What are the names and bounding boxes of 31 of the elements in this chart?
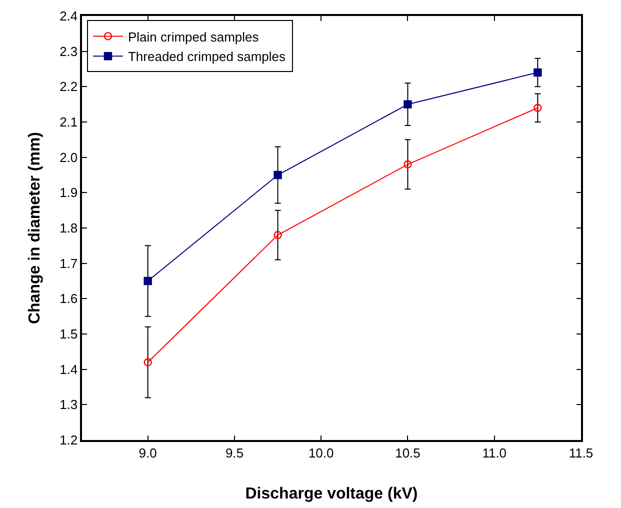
y-tick-label: 1.5 bbox=[60, 326, 78, 342]
point bbox=[404, 100, 412, 108]
y-tick-label: 1.8 bbox=[60, 220, 78, 236]
y-tick-label: 2.0 bbox=[60, 150, 78, 165]
legend-label: Threaded crimped samples bbox=[128, 49, 286, 64]
point bbox=[404, 160, 412, 168]
point bbox=[534, 104, 542, 112]
y-tick-label: 2.3 bbox=[60, 44, 78, 59]
y-tick-label: 1.2 bbox=[60, 432, 78, 448]
y-tick-label: 2.1 bbox=[60, 114, 78, 130]
y-tick-label: 1.3 bbox=[60, 397, 78, 412]
x-tick-label: 11.0 bbox=[482, 445, 507, 460]
y-tick-label: 1.4 bbox=[60, 362, 78, 377]
point bbox=[534, 68, 542, 77]
y-tick-label: 1.7 bbox=[60, 256, 78, 271]
x-axis-title: Discharge voltage (kV) bbox=[245, 486, 418, 502]
x-tick-label: 9.0 bbox=[138, 445, 157, 460]
x-tick-label: 10.5 bbox=[395, 445, 420, 460]
point bbox=[274, 230, 282, 240]
y-tick-label: 2.4 bbox=[60, 8, 78, 24]
y-axis-title: Change in diameter (mm) bbox=[26, 132, 44, 324]
point bbox=[274, 170, 282, 180]
x-tick-label: 9.5 bbox=[225, 445, 244, 460]
y-tick-label: 1.6 bbox=[60, 291, 78, 306]
x-tick-label: 10.0 bbox=[308, 445, 334, 460]
legend-label: Plain crimped samples bbox=[128, 29, 260, 44]
point bbox=[144, 358, 152, 366]
y-tick-label: 1.9 bbox=[60, 185, 78, 200]
point bbox=[144, 276, 152, 286]
y-tick-label: 2.2 bbox=[60, 79, 78, 94]
x-tick-label: 11.5 bbox=[568, 445, 594, 460]
